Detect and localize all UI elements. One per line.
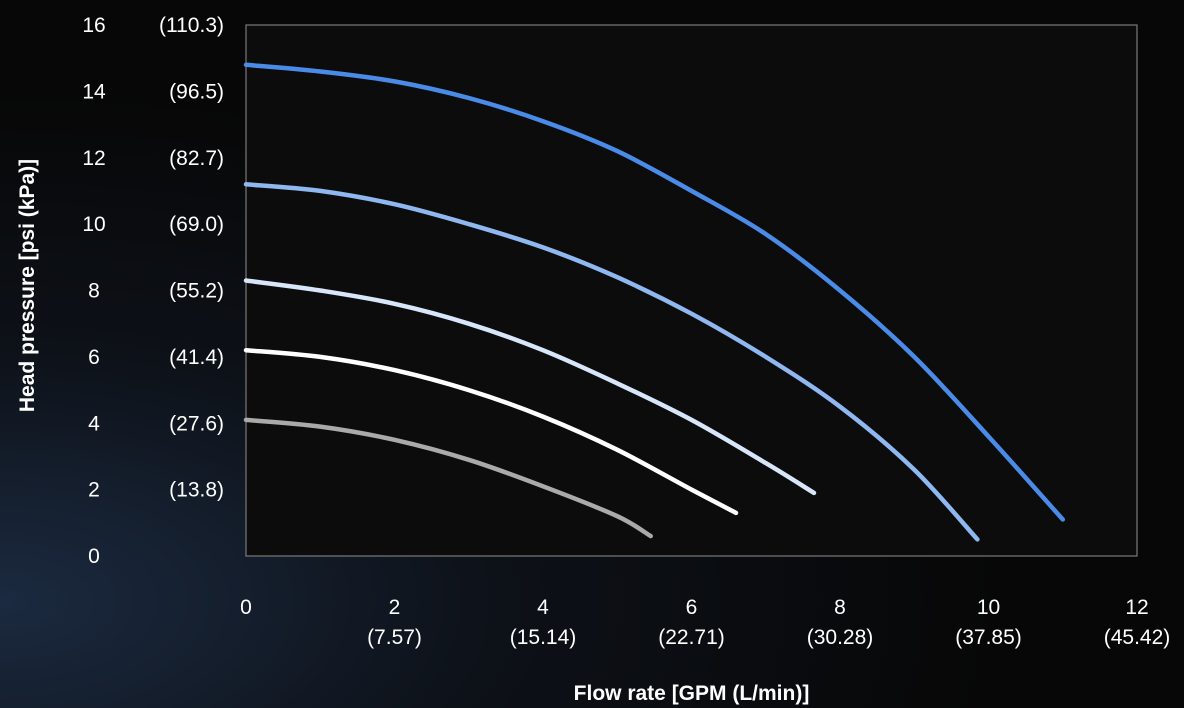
y-tick-sublabel: (82.7): [169, 147, 224, 170]
x-tick-sublabel: (22.71): [658, 626, 725, 649]
y-tick-sublabel: (55.2): [169, 280, 224, 303]
x-tick-label: 8: [834, 596, 846, 619]
y-tick-label: 0: [88, 545, 100, 568]
y-tick-sublabel: (27.6): [169, 412, 224, 435]
x-tick-label: 2: [389, 596, 401, 619]
y-tick-label: 2: [88, 479, 100, 502]
y-tick-sublabel: (96.5): [169, 80, 224, 103]
series-line-5: [243, 62, 1066, 522]
x-tick-label: 6: [686, 596, 698, 619]
y-tick-sublabel: (41.4): [169, 346, 224, 369]
y-axis-ticks: 0 2 (13.8) 4 (27.6) 6 (41.4) 8 (55.2) 10 (69.0) 12 (…: [82, 14, 224, 568]
series-line-2: [243, 347, 739, 516]
y-tick-sublabel: (69.0): [169, 213, 224, 236]
y-tick-label: 4: [88, 412, 100, 435]
series-line-4: [243, 182, 980, 542]
y-tick-sublabel: (13.8): [169, 479, 224, 502]
x-tick-sublabel: (45.42): [1104, 626, 1171, 649]
y-axis-title: Head pressure [psi (kPa)]: [16, 159, 39, 412]
y-tick-label: 14: [82, 80, 106, 103]
series-line-1: [243, 417, 653, 539]
x-tick-sublabel: (37.85): [955, 626, 1022, 649]
x-tick-label: 4: [537, 596, 549, 619]
plot-area: [245, 24, 1138, 557]
series-lines: [243, 62, 1066, 542]
x-tick-sublabel: (7.57): [367, 626, 422, 649]
y-tick-label: 12: [82, 147, 105, 170]
y-tick-label: 16: [82, 14, 105, 37]
y-tick-sublabel: (110.3): [159, 14, 224, 37]
x-tick-sublabel: (15.14): [510, 626, 577, 649]
x-axis-title: Flow rate [GPM (L/min)]: [574, 682, 810, 705]
y-tick-label: 6: [88, 346, 100, 369]
x-tick-label: 12: [1125, 596, 1148, 619]
y-tick-label: 10: [82, 213, 105, 236]
x-tick-sublabel: (30.28): [807, 626, 874, 649]
x-tick-label: 0: [240, 596, 252, 619]
x-tick-label: 10: [977, 596, 1000, 619]
y-tick-label: 8: [88, 280, 100, 303]
series-line-3: [243, 278, 817, 496]
x-axis-ticks: 0 2 (7.57) 4 (15.14) 6 (22.71) 8 (30.28) 10 (37.85…: [240, 596, 1170, 649]
